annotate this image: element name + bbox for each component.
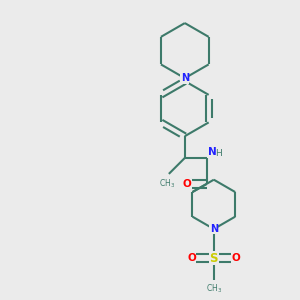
Text: N: N <box>208 147 217 157</box>
Text: H: H <box>215 149 221 158</box>
Text: CH$_3$: CH$_3$ <box>159 177 176 190</box>
Text: CH$_3$: CH$_3$ <box>206 283 222 295</box>
Text: O: O <box>187 253 196 263</box>
Text: O: O <box>232 253 241 263</box>
Text: N: N <box>181 73 189 83</box>
Text: N: N <box>210 224 218 234</box>
Text: S: S <box>210 251 218 265</box>
Text: O: O <box>183 179 191 189</box>
